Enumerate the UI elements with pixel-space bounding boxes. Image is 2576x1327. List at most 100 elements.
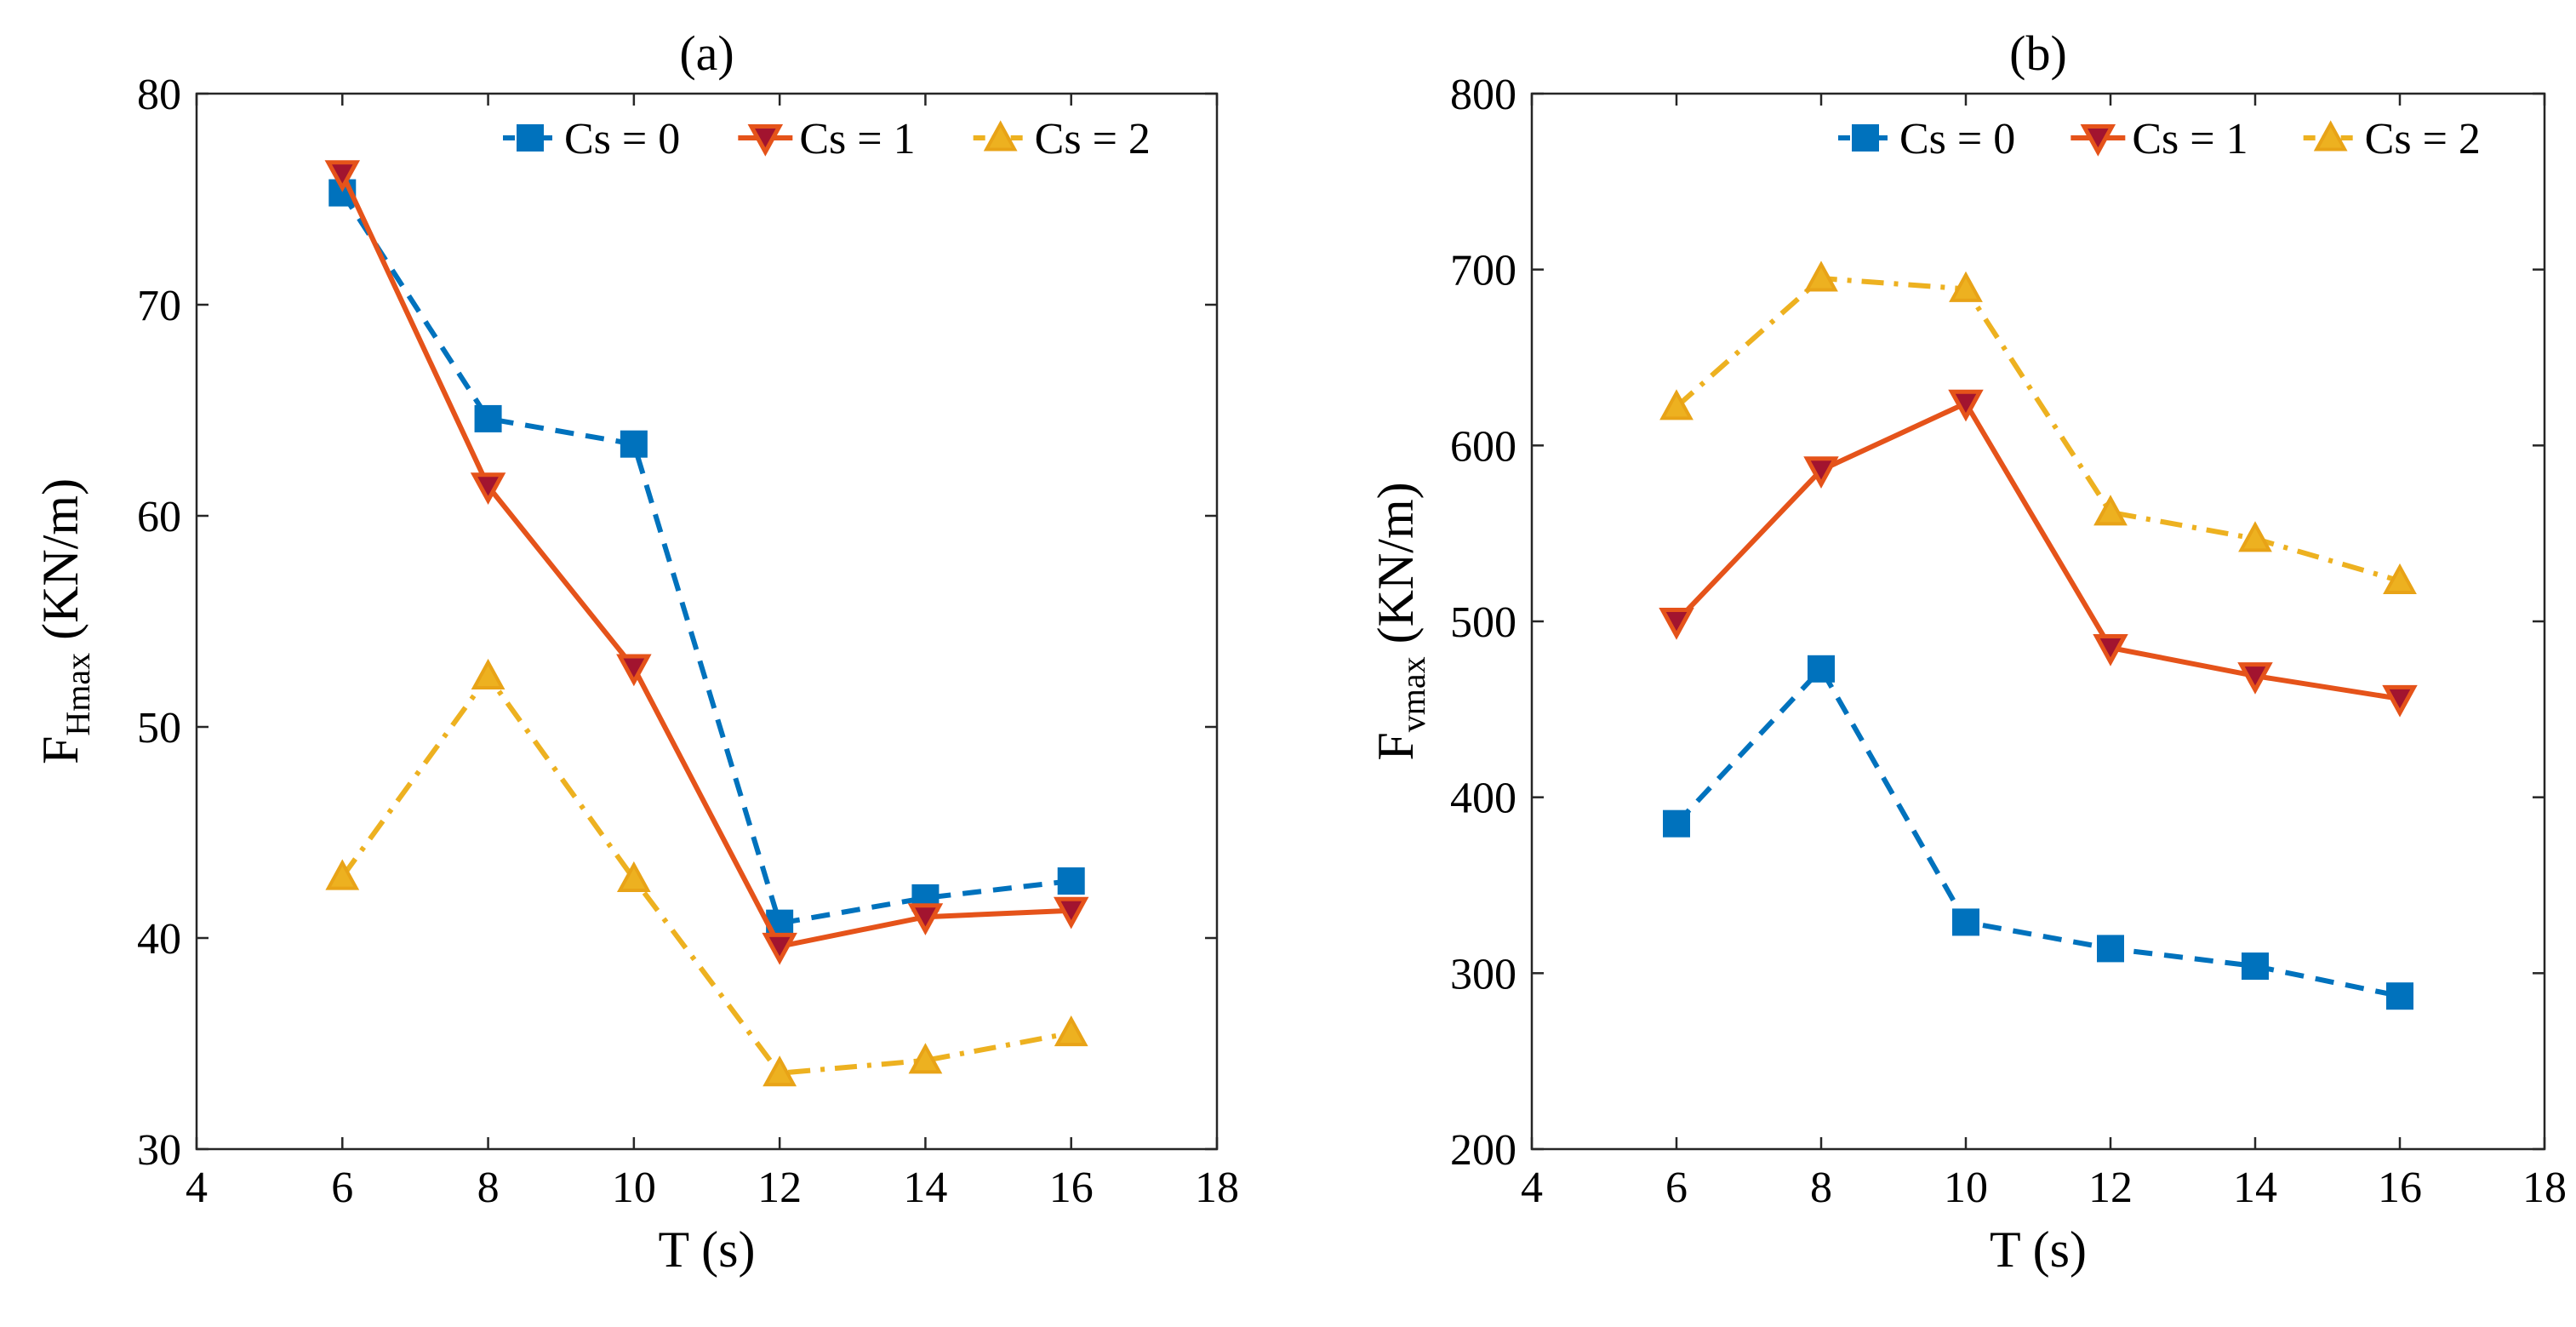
- y-tick-label: 70: [137, 282, 181, 330]
- data-point: [2093, 495, 2128, 526]
- series-line: [1674, 664, 2401, 999]
- data-point: [1054, 1015, 1088, 1047]
- legend-marker: [1852, 124, 1879, 152]
- data-point: [2383, 563, 2417, 594]
- data-point: [471, 658, 505, 689]
- data-point: [907, 903, 944, 935]
- series-cs-2: [1659, 260, 2417, 594]
- legend-marker: [2080, 124, 2116, 157]
- y-axis-title: Fvmax (KN/m): [1368, 482, 1432, 760]
- data-point: [1803, 456, 1839, 489]
- series-line: [1675, 275, 2401, 584]
- series-cs-1: [324, 160, 1089, 965]
- y-tick-label: 300: [1450, 950, 1516, 998]
- data-point: [1663, 809, 1690, 838]
- series-line: [340, 672, 1072, 1076]
- data-point: [620, 430, 648, 458]
- data-point: [1659, 608, 1694, 640]
- data-point: [763, 1055, 797, 1087]
- y-tick-label: 200: [1450, 1126, 1516, 1175]
- y-tick-label: 800: [1450, 71, 1516, 119]
- data-point: [2097, 935, 2124, 963]
- data-point: [1057, 867, 1085, 895]
- y-tick-label: 700: [1450, 247, 1516, 295]
- x-tick-label: 12: [2088, 1164, 2133, 1212]
- data-point: [1948, 389, 1984, 422]
- y-tick-label: 30: [137, 1126, 181, 1175]
- y-axis-title-main: F: [1368, 732, 1424, 760]
- data-point: [2238, 521, 2272, 552]
- legend-label: Cs = 0: [564, 115, 680, 163]
- data-point: [616, 861, 651, 893]
- y-axis-title-subscript: Hmax: [59, 653, 97, 736]
- x-axis-title: T (s): [1990, 1221, 2087, 1278]
- legend-marker: [747, 124, 784, 157]
- series-line: [1674, 399, 2401, 701]
- legend-label: Cs = 2: [1035, 115, 1151, 163]
- x-tick-label: 8: [1810, 1164, 1832, 1212]
- y-tick-label: 600: [1450, 422, 1516, 471]
- x-tick-label: 18: [1195, 1164, 1239, 1212]
- x-tick-label: 4: [1521, 1164, 1543, 1212]
- plot-area-frame: [195, 92, 1219, 1151]
- legend-label: Cs = 1: [2132, 115, 2248, 163]
- series-cs-0: [328, 179, 1085, 937]
- y-tick-label: 400: [1450, 775, 1516, 823]
- y-axis-title-unit: (KN/m): [32, 478, 89, 653]
- panel-title: (a): [679, 26, 734, 81]
- data-point: [2382, 684, 2418, 718]
- legend-marker: [517, 124, 544, 152]
- legend-label: Cs = 2: [2365, 115, 2481, 163]
- y-tick-label: 40: [137, 915, 181, 964]
- series-cs-0: [1663, 655, 2413, 1010]
- y-tick-label: 80: [137, 71, 181, 119]
- panel-b: 4 6 8 10 12 14 16 18 200 300 400 500 600 700 800 (b) T (…: [1368, 26, 2567, 1278]
- x-tick-label: 6: [331, 1164, 353, 1212]
- y-tick-label: 50: [137, 704, 181, 752]
- data-point: [324, 160, 361, 192]
- legend-label: Cs = 1: [799, 115, 915, 163]
- data-point: [474, 404, 502, 432]
- legend: Cs = 0 Cs = 1 Cs = 2: [503, 115, 1151, 163]
- data-point: [1952, 908, 1979, 936]
- data-point: [908, 1043, 943, 1074]
- y-axis-title-unit: (KN/m): [1368, 482, 1424, 656]
- data-point: [1804, 260, 1838, 292]
- series-line: [340, 172, 1071, 950]
- data-point: [470, 472, 506, 505]
- data-point: [2242, 952, 2269, 981]
- data-point: [2386, 982, 2413, 1010]
- data-point: [1659, 389, 1694, 420]
- data-point: [1949, 271, 1983, 302]
- data-point: [1808, 655, 1835, 683]
- legend-marker: [983, 120, 1018, 152]
- data-point: [1053, 896, 1089, 929]
- x-tick-label: 14: [2233, 1164, 2277, 1212]
- x-tick-label: 14: [903, 1164, 947, 1212]
- data-point: [762, 932, 797, 965]
- series-cs-1: [1659, 389, 2418, 718]
- y-axis-title-main: F: [32, 736, 89, 764]
- panel-a: 4 6 8 10 12 14 16 18 30 40 50 60 70 80 (a) T (s) FHmax (…: [32, 26, 1239, 1278]
- x-tick-label: 18: [2522, 1164, 2567, 1212]
- y-axis-title: FHmax (KN/m): [32, 478, 97, 764]
- x-tick-label: 4: [186, 1164, 208, 1212]
- legend-label: Cs = 0: [1899, 115, 2015, 163]
- x-tick-label: 8: [477, 1164, 500, 1212]
- data-point: [616, 654, 652, 687]
- panel-title: (b): [2009, 26, 2067, 81]
- data-point: [325, 859, 360, 890]
- y-tick-label: 500: [1450, 598, 1516, 647]
- legend-marker: [2313, 120, 2348, 152]
- series-line: [340, 191, 1072, 927]
- x-tick-label: 16: [1049, 1164, 1094, 1212]
- y-axis-title-subscript: vmax: [1394, 656, 1432, 732]
- x-tick-label: 12: [757, 1164, 802, 1212]
- x-axis-title: T (s): [659, 1221, 756, 1278]
- x-tick-label: 10: [1944, 1164, 1988, 1212]
- data-point: [2237, 662, 2273, 695]
- x-tick-label: 10: [612, 1164, 656, 1212]
- x-tick-label: 6: [1665, 1164, 1688, 1212]
- y-tick-label: 60: [137, 493, 181, 541]
